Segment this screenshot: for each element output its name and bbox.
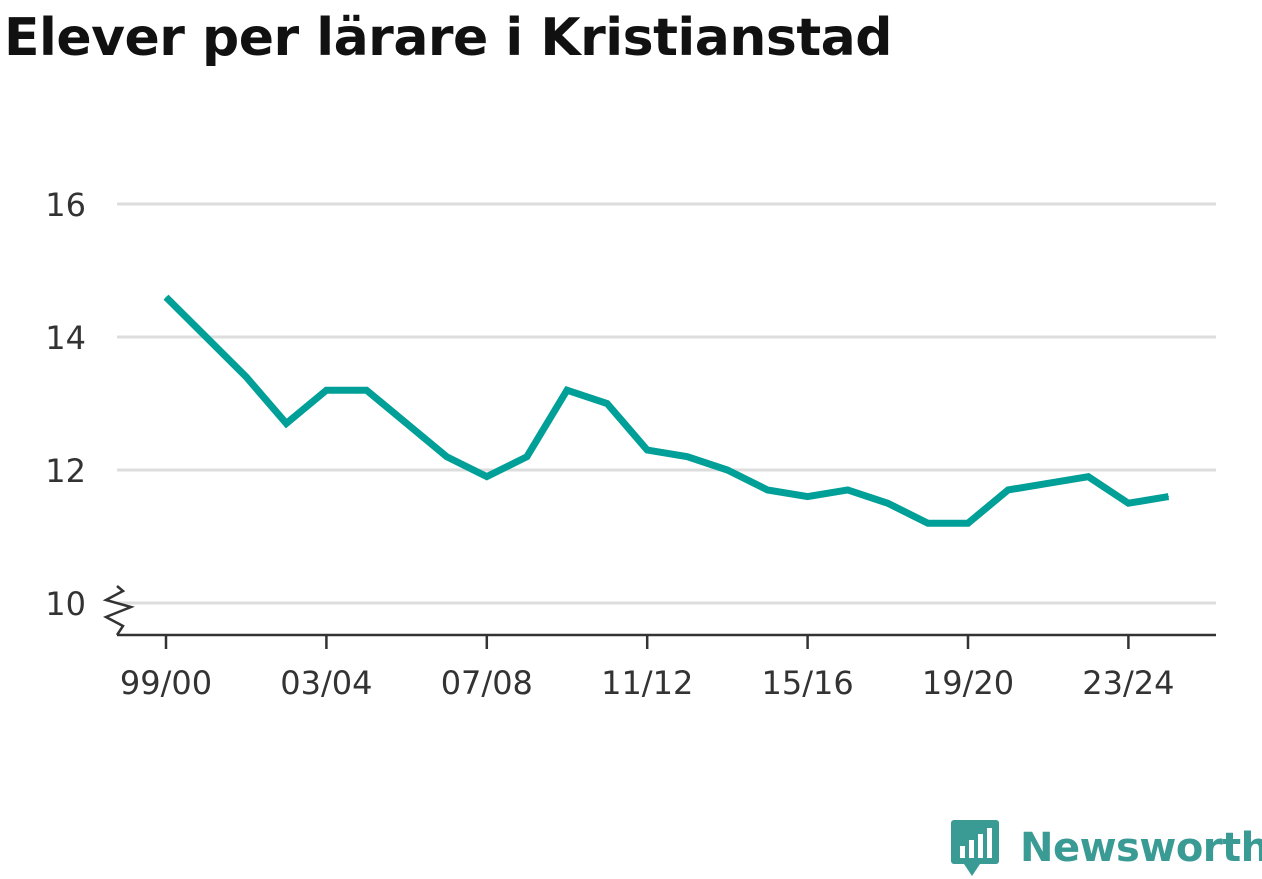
data-point (726, 469, 728, 471)
data-point (1127, 502, 1129, 504)
data-point (165, 296, 167, 298)
series-line (163, 294, 1170, 527)
newsworthy-logo-icon (951, 820, 999, 876)
data-point (847, 489, 849, 491)
data-point (1007, 489, 1009, 491)
newsworthy-logo-text: Newsworthy (1020, 825, 1262, 871)
data-point (927, 522, 929, 524)
y-axis-break-icon (102, 585, 135, 636)
data-point (686, 456, 688, 458)
data-point (446, 456, 448, 458)
data-point (646, 449, 648, 451)
data-point (325, 389, 327, 391)
data-point (967, 522, 969, 524)
data-point (606, 403, 608, 404)
data-point (807, 496, 809, 498)
data-point (566, 389, 568, 391)
x-axis-ticks: 99/00 03/04 07/08 11/12 15/16 19/20 23/24 (120, 635, 1175, 702)
x-tick-label: 15/16 (761, 664, 853, 702)
data-point (1168, 496, 1169, 498)
data-point (767, 489, 768, 491)
x-axis (102, 585, 1216, 637)
data-point (486, 476, 488, 478)
y-tick-label: 10 (45, 585, 86, 623)
data-point (526, 456, 528, 458)
newsworthy-logo: Newsworthy (950, 818, 1262, 878)
x-tick-label: 99/00 (120, 664, 212, 702)
gridlines (117, 202, 1216, 605)
x-tick-label: 19/20 (922, 664, 1014, 702)
data-point (1087, 476, 1089, 478)
data-point (285, 422, 287, 424)
series-group (163, 294, 1170, 527)
data-point (1047, 482, 1049, 484)
x-tick-label: 11/12 (601, 664, 693, 702)
data-point (366, 389, 367, 391)
x-tick-label: 03/04 (280, 664, 372, 702)
data-point (406, 422, 408, 424)
data-point (245, 376, 247, 378)
y-axis-ticks: 10 12 14 16 (45, 186, 86, 623)
y-tick-label: 16 (45, 186, 86, 224)
y-tick-label: 14 (45, 319, 86, 357)
y-tick-label: 12 (45, 452, 86, 490)
x-tick-label: 07/08 (441, 664, 533, 702)
data-point (887, 502, 889, 504)
x-tick-label: 23/24 (1082, 664, 1174, 702)
chart-title: Elever per lärare i Kristianstad (4, 8, 892, 68)
data-point (205, 336, 207, 338)
